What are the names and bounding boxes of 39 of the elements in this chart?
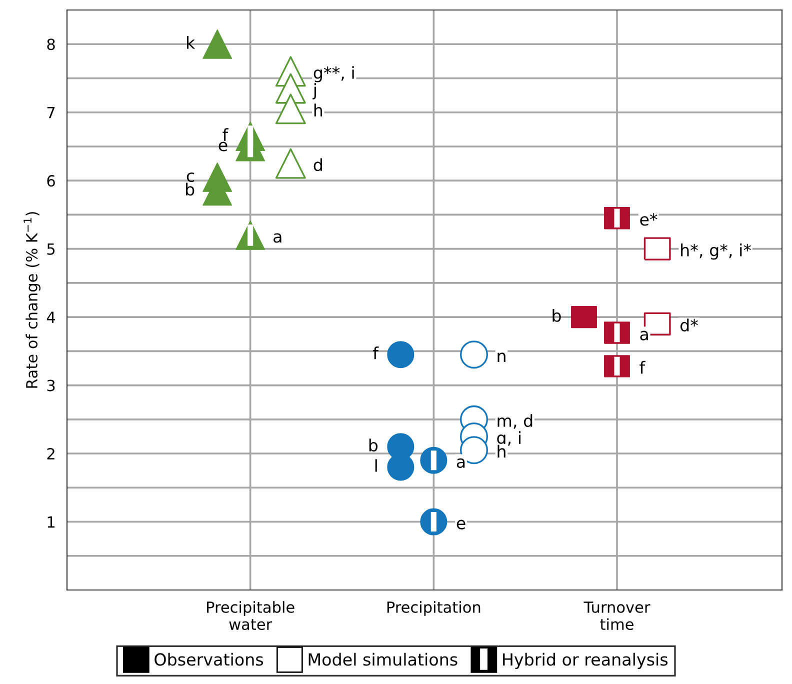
data-label: m, d: [498, 414, 532, 429]
data-label: n: [498, 352, 506, 362]
data-label: b: [369, 438, 378, 452]
x-tick-label: Precipitation: [387, 601, 480, 616]
data-label: e*: [640, 213, 658, 226]
text: Hybrid or reanalysis: [503, 652, 668, 669]
y-tick-label: 8: [47, 38, 55, 50]
text: Observations: [154, 652, 264, 666]
data-label: j: [312, 83, 316, 100]
data-label: l: [375, 459, 377, 472]
y-tick-label: 3: [47, 380, 55, 392]
data-label: e: [218, 142, 228, 152]
y-tick-label: 5: [47, 243, 55, 255]
data-label: d: [314, 158, 322, 172]
data-label: d*: [680, 318, 698, 332]
data-label: h*, g*, i*: [681, 244, 752, 260]
data-label: a: [274, 233, 282, 243]
y-tick-label: 6: [47, 175, 55, 187]
y-axis-title: Rate of change (% K$^{−1}$): [24, 212, 40, 388]
data-label: h: [498, 444, 506, 458]
data-label: g**, i: [314, 66, 354, 82]
data-label: e: [456, 520, 466, 530]
x-tick-label: Turnover time: [584, 602, 650, 630]
data-label: h: [314, 104, 322, 116]
data-label: c: [186, 172, 194, 182]
y-tick-label: 4: [46, 312, 56, 323]
data-label: b: [186, 182, 194, 196]
data-label: a: [456, 458, 465, 468]
y-tick-label: 7: [47, 107, 55, 118]
data-label: b: [552, 308, 561, 322]
data-label: f: [640, 360, 646, 374]
y-tick-label: 1: [48, 516, 54, 528]
y-tick-label: 2: [47, 448, 54, 460]
data-label: f: [222, 128, 228, 141]
data-label: f: [372, 346, 379, 360]
data-label: k: [186, 36, 196, 49]
x-tick-label: Precipitable water: [207, 601, 294, 630]
data-label: a: [640, 330, 648, 340]
text: Model simulations: [308, 652, 458, 666]
